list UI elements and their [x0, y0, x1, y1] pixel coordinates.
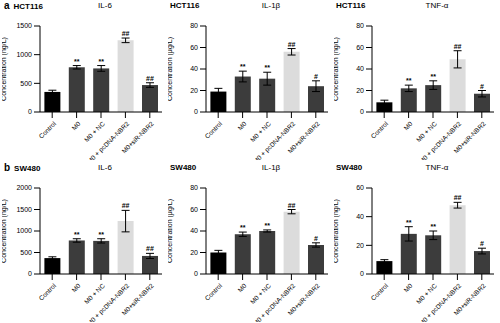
html-text:IL-6: IL-6: [98, 1, 112, 10]
svg-text:M0+siR-NBR2: M0+siR-NBR2: [120, 282, 155, 317]
html-text:HCT116: HCT116: [336, 1, 366, 10]
svg-text:M0+siR-NBR2: M0+siR-NBR2: [120, 120, 155, 155]
svg-text:60: 60: [190, 206, 198, 213]
svg-text:#: #: [314, 73, 318, 80]
svg-text:20: 20: [190, 249, 198, 256]
svg-text:0: 0: [360, 108, 364, 115]
svg-text:0: 0: [28, 108, 32, 115]
svg-text:M0 + NC: M0 + NC: [83, 120, 106, 143]
svg-text:#: #: [480, 240, 484, 247]
svg-text:M0: M0: [70, 120, 82, 132]
svg-text:Control: Control: [203, 120, 223, 140]
svg-text:Control: Control: [369, 282, 389, 302]
svg-text:##: ##: [288, 41, 296, 48]
svg-text:Control: Control: [37, 120, 57, 140]
svg-text:Concentration (ng/L): Concentration (ng/L): [334, 199, 340, 263]
svg-text:**: **: [430, 223, 436, 230]
html-text:b SW480: b SW480: [4, 162, 41, 173]
svg-text:**: **: [240, 224, 246, 231]
svg-text:20: 20: [356, 87, 364, 94]
svg-text:2000: 2000: [16, 184, 32, 191]
svg-text:Concentration (ng/L): Concentration (ng/L): [8, 37, 9, 101]
svg-text:1000: 1000: [16, 227, 32, 234]
svg-text:##: ##: [146, 245, 154, 252]
html-text:IL-6: IL-6: [98, 163, 112, 172]
svg-text:40: 40: [356, 65, 364, 72]
svg-text:M0: M0: [236, 282, 248, 294]
svg-text:1000: 1000: [16, 51, 32, 58]
svg-text:40: 40: [190, 65, 198, 72]
svg-text:M0+siR-NBR2: M0+siR-NBR2: [452, 282, 487, 317]
svg-text:**: **: [264, 64, 270, 71]
svg-text:M0 + NC: M0 + NC: [415, 120, 438, 143]
html-text:HCT116: HCT116: [170, 1, 200, 10]
svg-text:M0+siR-NBR2: M0+siR-NBR2: [286, 120, 321, 155]
svg-text:M0: M0: [402, 120, 414, 132]
svg-text:**: **: [74, 231, 80, 238]
svg-text:**: **: [430, 73, 436, 80]
svg-text:M0: M0: [236, 120, 248, 132]
html-text:TNF-α: TNF-α: [425, 163, 449, 172]
svg-text:Control: Control: [369, 120, 389, 140]
svg-text:60: 60: [190, 44, 198, 51]
svg-text:Concentration (ng/L): Concentration (ng/L): [8, 199, 9, 263]
svg-text:##: ##: [454, 194, 462, 201]
svg-text:80: 80: [356, 22, 364, 29]
svg-text:M0+siR-NBR2: M0+siR-NBR2: [286, 282, 321, 317]
svg-text:0: 0: [360, 270, 364, 277]
html-text:IL-1β: IL-1β: [261, 1, 281, 10]
svg-text:**: **: [98, 231, 104, 238]
svg-text:**: **: [98, 58, 104, 65]
svg-text:**: **: [74, 58, 80, 65]
svg-text:Concentration (μg/L): Concentration (μg/L): [168, 37, 174, 101]
svg-text:#: #: [314, 235, 318, 242]
svg-text:Concentration (ng/L): Concentration (ng/L): [334, 37, 340, 101]
svg-text:0: 0: [28, 270, 32, 277]
html-text:a HCT116: a HCT116: [4, 0, 43, 11]
svg-text:M0+siR-NBR2: M0+siR-NBR2: [452, 120, 487, 155]
html-text:SW480: SW480: [170, 163, 197, 172]
svg-text:1500: 1500: [16, 206, 32, 213]
html-text:TNF-α: TNF-α: [425, 1, 449, 10]
svg-text:M0 + NC: M0 + NC: [249, 282, 272, 305]
html-text:IL-1β: IL-1β: [261, 163, 281, 172]
svg-text:60: 60: [356, 44, 364, 51]
svg-text:##: ##: [122, 202, 130, 209]
svg-text:##: ##: [288, 202, 296, 209]
svg-text:Control: Control: [37, 282, 57, 302]
svg-text:40: 40: [356, 213, 364, 220]
svg-text:20: 20: [356, 242, 364, 249]
svg-text:500: 500: [20, 249, 32, 256]
svg-text:**: **: [264, 222, 270, 229]
svg-text:##: ##: [454, 43, 462, 50]
svg-text:M0 + NC: M0 + NC: [249, 120, 272, 143]
svg-text:80: 80: [190, 184, 198, 191]
svg-text:1500: 1500: [16, 22, 32, 29]
svg-text:**: **: [406, 219, 412, 226]
svg-text:500: 500: [20, 80, 32, 87]
svg-text:40: 40: [190, 227, 198, 234]
html-text:SW480: SW480: [336, 163, 363, 172]
svg-text:#: #: [480, 83, 484, 90]
svg-text:80: 80: [190, 22, 198, 29]
svg-text:Control: Control: [203, 282, 223, 302]
svg-text:##: ##: [146, 75, 154, 82]
svg-text:M0: M0: [70, 282, 82, 294]
svg-text:M0: M0: [402, 282, 414, 294]
svg-text:0: 0: [194, 108, 198, 115]
svg-text:60: 60: [356, 184, 364, 191]
svg-text:Concentration (μg/L): Concentration (μg/L): [168, 199, 174, 263]
svg-text:##: ##: [122, 30, 130, 37]
svg-text:M0 + NC: M0 + NC: [415, 282, 438, 305]
svg-text:**: **: [406, 77, 412, 84]
svg-text:0: 0: [194, 270, 198, 277]
svg-text:M0 + NC: M0 + NC: [83, 282, 106, 305]
svg-text:**: **: [240, 63, 246, 70]
svg-text:20: 20: [190, 87, 198, 94]
